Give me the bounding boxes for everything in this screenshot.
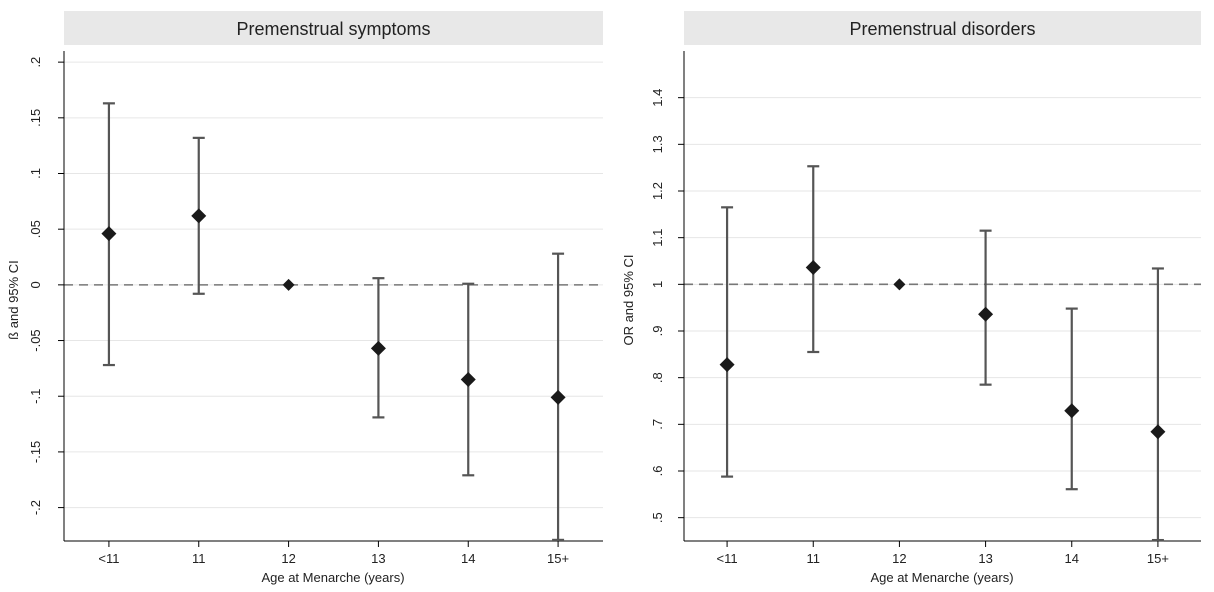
- y-tick-label: 0: [28, 281, 43, 288]
- x-tick-label: 14: [1065, 551, 1079, 566]
- y-tick-label: -.1: [28, 389, 43, 404]
- y-tick-label: .6: [650, 466, 665, 477]
- y-tick-label: .2: [28, 57, 43, 68]
- estimate-marker: [550, 389, 566, 405]
- y-tick-label: -.15: [28, 441, 43, 463]
- y-tick-label: -.2: [28, 500, 43, 515]
- chart-title: Premenstrual disorders: [849, 19, 1035, 39]
- estimate-marker: [805, 260, 821, 276]
- x-tick-label: 14: [461, 551, 475, 566]
- y-tick-label: .15: [28, 109, 43, 127]
- x-tick-label: 12: [281, 551, 295, 566]
- y-tick-label: 1.1: [650, 229, 665, 247]
- chart-title: Premenstrual symptoms: [236, 19, 430, 39]
- estimate-marker: [893, 278, 906, 291]
- estimate-marker: [370, 340, 386, 356]
- title-band: [684, 11, 1201, 45]
- x-tick-label: 11: [192, 551, 206, 566]
- estimate-marker: [1150, 424, 1166, 440]
- y-tick-label: .9: [650, 326, 665, 337]
- x-tick-label: 12: [892, 551, 906, 566]
- title-band: [64, 11, 603, 45]
- x-tick-label: <11: [98, 551, 119, 566]
- estimate-marker: [460, 372, 476, 388]
- y-tick-label: .1: [28, 168, 43, 179]
- x-tick-label: 15+: [1147, 551, 1169, 566]
- y-tick-label: 1: [650, 281, 665, 288]
- chart-panel-1: Premenstrual symptoms -.2 -.15 -.1 -.05 0 .05.…: [6, 11, 603, 585]
- estimate-marker: [101, 226, 117, 242]
- x-tick-label: 15+: [547, 551, 569, 566]
- x-axis-title: Age at Menarche (years): [261, 570, 404, 585]
- estimate-marker: [282, 278, 295, 291]
- y-tick-label: .8: [650, 372, 665, 383]
- estimate-marker: [978, 306, 994, 322]
- y-tick-label: 1.4: [650, 89, 665, 107]
- y-tick-label: 1.2: [650, 182, 665, 200]
- x-tick-label: 11: [807, 551, 821, 566]
- x-axis-title: Age at Menarche (years): [870, 570, 1013, 585]
- chart-panel-2: Premenstrual disorders .5 .6 .7 .8 .9 1 1.1 1.2 1…: [621, 11, 1201, 585]
- y-tick-label: 1.3: [650, 135, 665, 153]
- estimate-marker: [719, 357, 735, 373]
- estimate-marker: [1064, 403, 1080, 419]
- y-axis-title: ß and 95% CI: [6, 260, 21, 340]
- x-tick-label: <11: [717, 551, 738, 566]
- x-tick-label: 13: [978, 551, 992, 566]
- estimate-marker: [191, 208, 207, 224]
- y-tick-label: -.05: [28, 329, 43, 351]
- y-tick-label: .7: [650, 419, 665, 430]
- x-tick-label: 13: [371, 551, 385, 566]
- y-axis-title: OR and 95% CI: [621, 254, 636, 345]
- y-tick-label: .05: [28, 220, 43, 238]
- y-tick-label: .5: [650, 512, 665, 523]
